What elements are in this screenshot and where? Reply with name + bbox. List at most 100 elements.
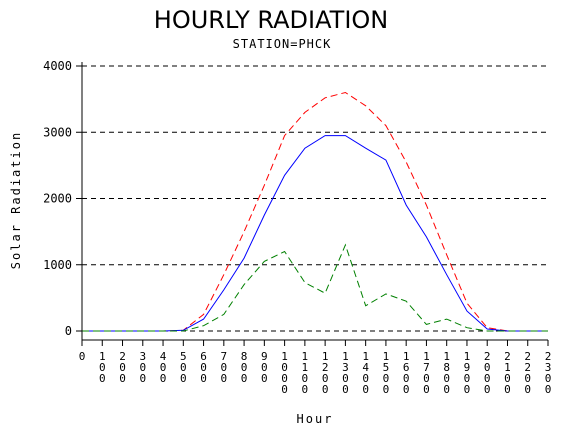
x-tick-digit: 0	[403, 383, 410, 396]
x-tick-label: 200	[119, 350, 126, 385]
x-tick-digit: 1	[302, 350, 309, 363]
x-tick-digit: 0	[504, 372, 511, 385]
series-lines	[82, 91, 548, 332]
x-tick-digit: 0	[281, 372, 288, 385]
x-tick-digit: 3	[139, 350, 146, 363]
x-tick-digit: 8	[241, 350, 248, 363]
x-tick-digit: 2	[524, 350, 531, 363]
x-tick-digit: 2	[545, 350, 552, 363]
x-tick-digit: 0	[160, 361, 167, 374]
x-tick-digit: 1	[342, 350, 349, 363]
x-tick-digit: 0	[443, 372, 450, 385]
x-tick-digit: 0	[484, 383, 491, 396]
series-line-3	[82, 243, 548, 332]
x-tick-digit: 1	[464, 350, 471, 363]
x-tick-digit: 0	[403, 372, 410, 385]
x-tick-digit: 0	[241, 372, 248, 385]
x-tick-digit: 0	[464, 372, 471, 385]
x-tick-digit: 0	[464, 383, 471, 396]
x-tick-digit: 0	[99, 361, 106, 374]
x-tick-digit: 1	[403, 350, 410, 363]
x-tick-digit: 1	[504, 361, 511, 374]
x-tick-digit: 0	[484, 361, 491, 374]
y-tick-label: 3000	[43, 125, 72, 139]
x-tick-digit: 0	[119, 372, 126, 385]
x-tick-digit: 2	[484, 350, 491, 363]
x-tick-digit: 0	[383, 383, 390, 396]
x-tick-digit: 2	[504, 350, 511, 363]
x-tick-digit: 0	[221, 361, 228, 374]
x-tick-digit: 9	[261, 350, 268, 363]
x-tick-digit: 1	[423, 350, 430, 363]
x-tick-digit: 8	[443, 361, 450, 374]
x-tick-digit: 0	[322, 383, 329, 396]
x-tick-digit: 0	[342, 383, 349, 396]
y-tick-label: 0	[65, 324, 72, 338]
series-line-2	[82, 135, 548, 332]
x-tick-digit: 0	[545, 383, 552, 396]
gridlines	[82, 65, 548, 332]
y-tick-label: 2000	[43, 192, 72, 206]
chart-subtitle: STATION=PHCK	[233, 37, 332, 51]
x-tick-digit: 6	[200, 350, 207, 363]
x-tick-digit: 1	[281, 350, 288, 363]
x-tick-digit: 0	[160, 372, 167, 385]
x-tick-digit: 7	[221, 350, 228, 363]
x-tick-label: 700	[221, 350, 228, 385]
x-tick-digit: 0	[545, 372, 552, 385]
x-tick-digit: 0	[221, 372, 228, 385]
x-tick-label: 2000	[484, 350, 491, 396]
x-tick-digit: 1	[99, 350, 106, 363]
x-tick-digit: 1	[322, 350, 329, 363]
x-tick-digit: 0	[443, 383, 450, 396]
series-line-1	[82, 91, 548, 332]
x-tick-label: 1000	[281, 350, 288, 396]
x-tick-digit: 0	[139, 361, 146, 374]
y-axis-label: Solar Radiation	[9, 131, 23, 269]
x-tick-digit: 0	[180, 361, 187, 374]
x-tick-label: 400	[160, 350, 167, 385]
x-tick-digit: 0	[504, 383, 511, 396]
x-tick-digit: 3	[545, 361, 552, 374]
x-tick-digit: 5	[383, 361, 390, 374]
x-tick-label: 100	[99, 350, 106, 385]
x-tick-digit: 2	[119, 350, 126, 363]
x-tick-digit: 0	[322, 372, 329, 385]
x-tick-digit: 0	[484, 372, 491, 385]
x-tick-digit: 0	[119, 361, 126, 374]
x-tick-digit: 0	[302, 372, 309, 385]
x-tick-digit: 0	[261, 361, 268, 374]
x-tick-digit: 0	[302, 383, 309, 396]
x-tick-digit: 0	[180, 372, 187, 385]
x-tick-digit: 0	[99, 372, 106, 385]
x-tick-digit: 5	[180, 350, 187, 363]
x-tick-digit: 0	[281, 361, 288, 374]
x-tick-digit: 0	[383, 372, 390, 385]
x-tick-digit: 0	[362, 372, 369, 385]
y-tick-label: 4000	[43, 59, 72, 73]
x-axis-label: Hour	[297, 412, 334, 426]
x-tick-digit: 0	[362, 383, 369, 396]
x-tick-digit: 4	[160, 350, 167, 363]
x-tick-digit: 0	[200, 372, 207, 385]
x-tick-digit: 0	[423, 383, 430, 396]
x-tick-digit: 7	[423, 361, 430, 374]
x-tick-digit: 1	[443, 350, 450, 363]
x-tick-digit: 0	[79, 350, 86, 363]
x-tick-digit: 1	[362, 350, 369, 363]
y-tick-label: 1000	[43, 258, 72, 272]
x-tick-digit: 2	[524, 361, 531, 374]
x-tick-label: 300	[139, 350, 146, 385]
x-tick-label: 900	[261, 350, 268, 385]
x-tick-digit: 3	[342, 361, 349, 374]
